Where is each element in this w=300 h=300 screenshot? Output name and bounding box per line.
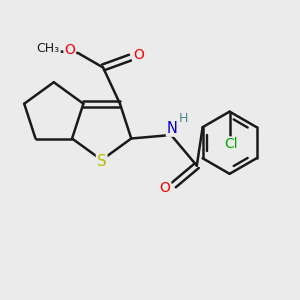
Text: Cl: Cl <box>224 137 238 151</box>
Text: O: O <box>160 181 170 195</box>
Text: S: S <box>97 154 106 169</box>
Text: O: O <box>133 48 144 62</box>
Text: O: O <box>64 43 75 57</box>
Text: CH₃: CH₃ <box>37 42 60 55</box>
Text: H: H <box>178 112 188 125</box>
Text: N: N <box>167 121 178 136</box>
